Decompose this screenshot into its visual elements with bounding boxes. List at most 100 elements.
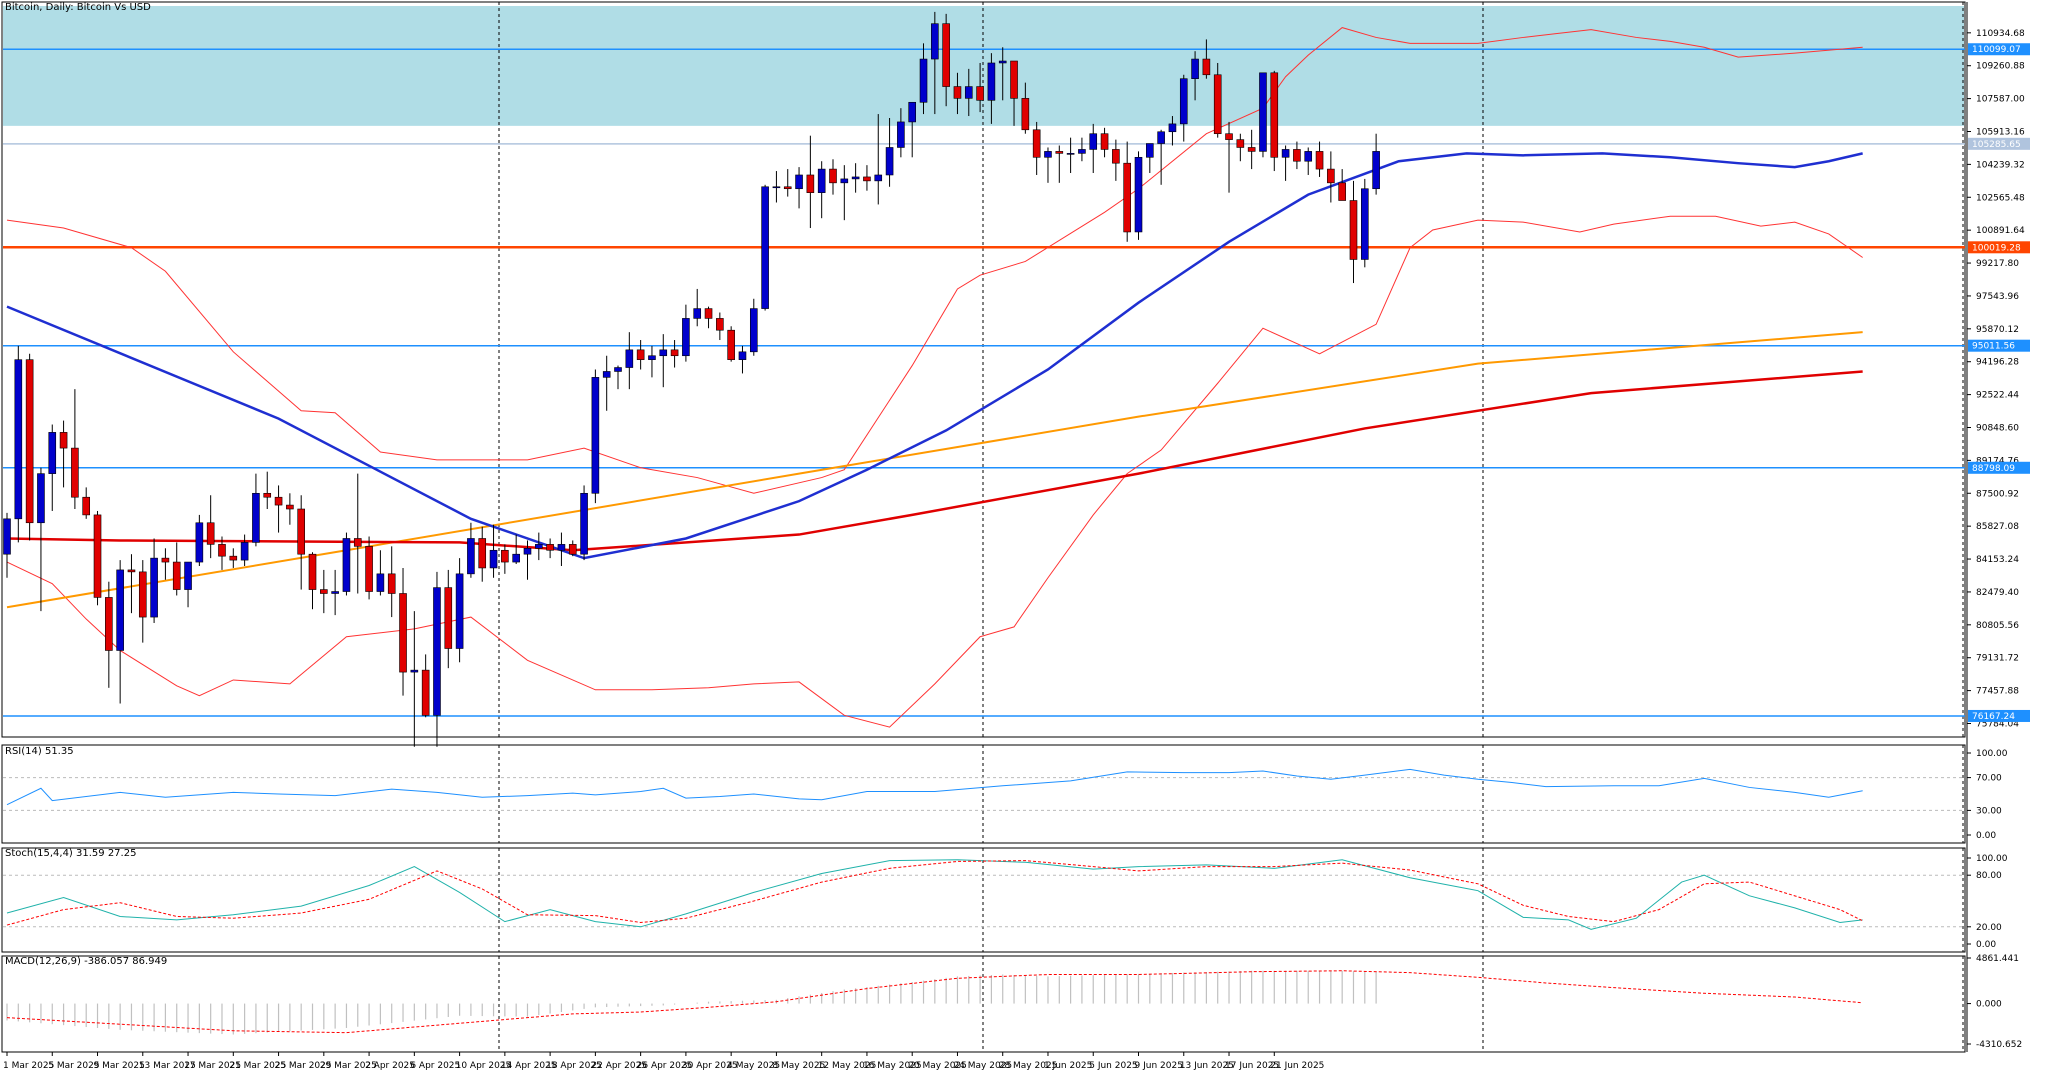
candle-body: [942, 23, 950, 87]
candle-body: [987, 62, 996, 101]
date-tick-label: 20 May 2025: [908, 1061, 967, 1071]
candle-body: [161, 557, 170, 563]
candle-body: [1225, 133, 1233, 140]
candle-body: [976, 86, 984, 101]
date-tick-label: 17 Mar 2025: [184, 1061, 241, 1071]
candle-body: [501, 549, 509, 563]
rsi-label: RSI(14) 51.35: [5, 746, 74, 757]
ma-blue-line: [6, 152, 1863, 560]
candle-body: [172, 561, 181, 590]
candle-body: [874, 174, 883, 182]
candle-body: [116, 569, 124, 651]
candle-body: [1089, 133, 1098, 150]
candle-body: [1213, 74, 1222, 135]
price-tick-label: 79131.72: [1976, 654, 2019, 664]
candle-body: [931, 23, 939, 60]
macd-tick-label: -4310.652: [1976, 1040, 2022, 1050]
candle-body: [1055, 151, 1064, 154]
candle-body: [670, 349, 679, 357]
candle-body: [331, 591, 339, 594]
candle-body: [421, 669, 430, 716]
candle-body: [1315, 151, 1324, 170]
candle-body: [546, 544, 554, 551]
ma-orange-line: [6, 331, 1863, 609]
rsi-tick-label: 100.00: [1976, 749, 2008, 759]
candle-body: [127, 569, 136, 573]
candle-body: [1123, 162, 1131, 233]
candle-body: [738, 351, 747, 360]
candle-body: [614, 367, 622, 372]
rsi-tick-label: 30.00: [1976, 806, 2002, 816]
date-tick-label: 5 Mar 2025: [48, 1061, 99, 1071]
candle-body: [342, 538, 351, 592]
candle-body: [953, 86, 962, 99]
candle-body: [1078, 149, 1086, 154]
stoch-tick-label: 80.00: [1976, 871, 2002, 881]
candle-body: [82, 496, 91, 516]
date-tick-label: 8 May 2025: [772, 1061, 825, 1071]
candle-body: [682, 318, 690, 357]
candle-body: [14, 359, 23, 520]
candle-body: [693, 308, 702, 319]
candle-body: [387, 573, 396, 594]
candle-body: [1349, 200, 1358, 260]
date-tick-label: 22 Apr 2025: [591, 1061, 647, 1071]
price-tick-label: 104239.32: [1976, 160, 2025, 170]
candle-body: [353, 538, 362, 547]
candle-body: [218, 544, 226, 557]
chart-title: Bitcoin, Daily: Bitcoin Vs USD: [5, 2, 151, 13]
candle-body: [1179, 78, 1188, 125]
level-tag-label: 100019.28: [1972, 243, 2021, 253]
macd-tick-label: 4861.441: [1976, 954, 2019, 964]
candle-body: [478, 538, 487, 569]
resistance-zone: [3, 6, 1964, 126]
date-tick-label: 18 Apr 2025: [546, 1061, 602, 1071]
date-tick-label: 25 Mar 2025: [275, 1061, 332, 1071]
price-tick-label: 87500.92: [1976, 489, 2019, 499]
stoch-tick-label: 0.00: [1976, 940, 1996, 950]
candle-body: [535, 544, 543, 549]
level-tag-label: 76167.24: [1972, 712, 2015, 722]
candle-body: [240, 542, 249, 561]
candle-body: [512, 553, 520, 563]
date-tick-label: 26 Apr 2025: [637, 1061, 693, 1071]
candle-body: [48, 432, 57, 474]
date-tick-label: 9 Jun 2025: [1135, 1061, 1183, 1071]
price-tick-label: 84153.24: [1976, 555, 2019, 565]
candle-body: [795, 174, 803, 190]
date-tick-label: 1 Jun 2025: [1044, 1061, 1092, 1071]
price-tick-label: 85827.08: [1976, 522, 2019, 532]
candle-body: [772, 186, 781, 189]
candle-body: [3, 518, 11, 555]
candle-body: [580, 492, 588, 555]
macd-signal-line: [6, 970, 1863, 1034]
candle-body: [71, 447, 79, 498]
price-tick-label: 95870.12: [1976, 325, 2019, 335]
candle-body: [840, 178, 849, 184]
candle-body: [1044, 151, 1052, 158]
candle-body: [1327, 168, 1335, 184]
candle-body: [851, 176, 860, 180]
candle-body: [25, 359, 34, 524]
candle-body: [1100, 133, 1109, 150]
candle-body: [184, 561, 192, 590]
level-tag-label: 95011.56: [1972, 342, 2015, 352]
candle-body: [150, 557, 158, 618]
candle-body: [1168, 123, 1177, 133]
price-tick-label: 99217.80: [1976, 259, 2019, 269]
price-tick-label: 80805.56: [1976, 621, 2019, 631]
candle-body: [829, 168, 837, 184]
level-tag-label: 88798.09: [1972, 464, 2015, 474]
candle-body: [1304, 151, 1313, 162]
candle-body: [195, 522, 204, 563]
price-tick-label: 102565.48: [1976, 193, 2025, 203]
candle-body: [1247, 147, 1256, 152]
rsi-tick-label: 70.00: [1976, 774, 2002, 784]
candle-body: [783, 186, 792, 190]
candle-body: [1066, 153, 1075, 155]
date-tick-label: 21 Jun 2025: [1270, 1061, 1324, 1071]
price-tick-label: 77457.88: [1976, 687, 2019, 697]
price-tick-label: 94196.28: [1976, 358, 2019, 368]
candle-body: [410, 669, 419, 673]
candle-body: [444, 587, 453, 649]
